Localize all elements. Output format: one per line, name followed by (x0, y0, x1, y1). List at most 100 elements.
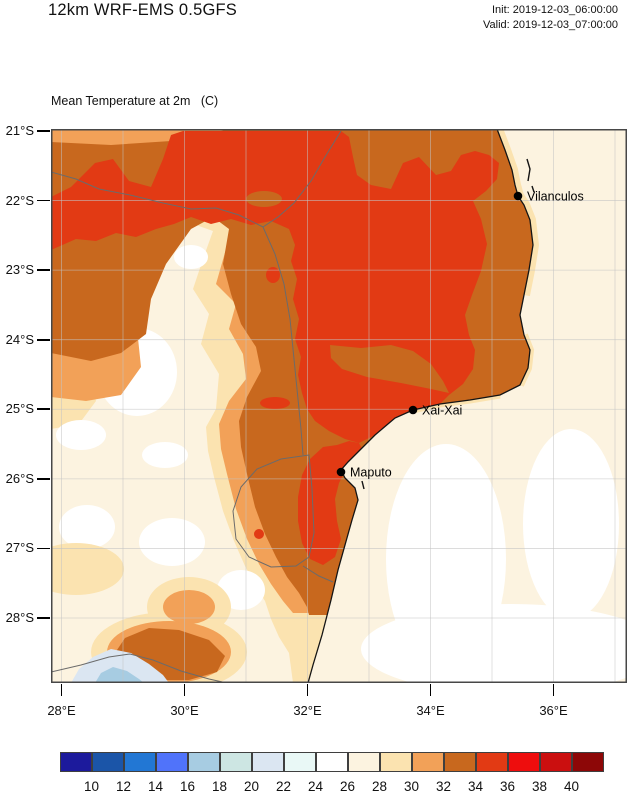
sandy-blob-south (163, 590, 215, 624)
cool-spot-finger (174, 245, 208, 269)
colorbar-cell (507, 752, 540, 772)
red-spot-center (266, 267, 280, 283)
border-limpopo (51, 171, 264, 228)
warm-gap-wedge (330, 345, 449, 393)
colorbar-cell (571, 752, 604, 772)
valid-time-label: Valid: 2019-12-03_07:00:00 (483, 19, 618, 31)
colorbar-tick-label: 24 (307, 779, 324, 794)
border-lesotho-ridge (51, 653, 228, 683)
lon-tick-label: 34°E (416, 703, 445, 718)
colorbar-tick-label: 36 (499, 779, 516, 794)
colorbar-cell (347, 752, 380, 772)
lat-tick-mark (37, 199, 50, 202)
colorbar-cell (283, 752, 316, 772)
colorbar-tick-label: 38 (531, 779, 548, 794)
temperature-contour-map: Vilanculos Xai-Xai Maputo (51, 129, 627, 683)
city-dot-xai-xai (408, 405, 418, 415)
inhaca-spit (361, 480, 365, 490)
colorbar-tick-label: 22 (275, 779, 292, 794)
colorbar-cell (91, 752, 124, 772)
colorbar-cell (379, 752, 412, 772)
colorbar-tick-label: 14 (147, 779, 164, 794)
lon-tick-label: 32°E (293, 703, 322, 718)
colorbar-tick-label: 34 (467, 779, 484, 794)
init-time-label: Init: 2019-12-03_06:00:00 (492, 4, 618, 16)
cool-spot-southwest-1 (59, 505, 115, 549)
tan-sliver-south-coast (289, 616, 317, 672)
city-label-maputo: Maputo (350, 466, 392, 480)
page-title: 12km WRF-EMS 0.5GFS (48, 1, 237, 19)
colorbar-tick-label: 26 (339, 779, 356, 794)
lat-tick-label: 22°S (5, 192, 34, 208)
colorbar-tick-label: 12 (115, 779, 132, 794)
graticule (51, 129, 627, 683)
colorbar-cell (475, 752, 508, 772)
lat-tick-label: 24°S (5, 331, 34, 347)
red-sliver-center (260, 397, 290, 409)
sea-cool-patch-east (523, 429, 619, 619)
lat-tick-label: 25°S (5, 401, 34, 417)
colorbar-cell (315, 752, 348, 772)
city-markers: Vilanculos Xai-Xai Maputo (336, 190, 584, 480)
lon-tick-mark (552, 684, 555, 696)
colorbar-cell (155, 752, 188, 772)
border-mozambique-southafrica (262, 226, 304, 456)
field-label: Mean Temperature at 2m (C) (51, 94, 219, 108)
lon-tick-mark (429, 684, 432, 696)
border-south-stub (302, 565, 334, 583)
colorbar-tick-label: 32 (435, 779, 452, 794)
lat-tick-mark (37, 617, 50, 619)
lat-tick-mark (37, 478, 50, 480)
lon-tick-mark (183, 684, 186, 696)
island-1 (526, 158, 531, 182)
city-label-vilanculos: Vilanculos (527, 190, 584, 204)
lon-tick-mark (306, 684, 309, 696)
colorbar-tick-label: 20 (243, 779, 260, 794)
cool-spot-center (142, 442, 188, 468)
island-2 (531, 185, 535, 193)
lon-tick-mark (60, 684, 63, 696)
colorbar-tick-label: 30 (403, 779, 420, 794)
colorbar-cell (219, 752, 252, 772)
border-eswatini (232, 454, 315, 568)
lat-tick-mark (37, 338, 50, 341)
colorbar-cell (251, 752, 284, 772)
red-spot-eswatini (254, 529, 264, 539)
lon-tick-label: 30°E (170, 703, 199, 718)
cool-spot-west (56, 420, 106, 450)
colorbar-cell (187, 752, 220, 772)
colorbar-cell (539, 752, 572, 772)
cool-spot-southwest-2 (139, 518, 205, 566)
colorbar-tick-label: 10 (83, 779, 100, 794)
border-zimbabwe-mozambique (262, 130, 342, 228)
city-dot-maputo (336, 467, 346, 477)
colorbar-cell (411, 752, 444, 772)
colorbar-tick-label: 16 (179, 779, 196, 794)
sea-cool-patch-south (361, 604, 627, 683)
bazaruto-islands (361, 158, 535, 490)
colorbar-tick-label: 40 (563, 779, 580, 794)
colorbar-cell (123, 752, 156, 772)
brown-island-north (246, 191, 282, 207)
colorbar-cell (443, 752, 476, 772)
cold-patch-drakensberg-inner (95, 667, 144, 683)
lat-tick-label: 27°S (5, 540, 34, 556)
coastline (307, 129, 534, 683)
lat-tick-mark (37, 269, 50, 271)
colorbar-tick-label: 18 (211, 779, 228, 794)
lat-tick-label: 26°S (5, 470, 34, 486)
colorbar-cell (59, 752, 92, 772)
lon-tick-label: 28°E (47, 703, 76, 718)
political-borders (51, 130, 342, 683)
lat-tick-mark (37, 547, 50, 550)
map-plot: Vilanculos Xai-Xai Maputo (51, 129, 627, 683)
run-info: Init: 2019-12-03_06:00:00 Valid: 2019-12… (483, 3, 618, 33)
lat-tick-label: 21°S (5, 123, 34, 138)
lon-tick-label: 36°E (539, 703, 568, 718)
city-label-xai-xai: Xai-Xai (422, 404, 462, 418)
city-dot-vilanculos (513, 191, 523, 201)
colorbar-tick-label: 28 (371, 779, 388, 794)
lat-tick-label: 28°S (5, 609, 34, 625)
cold-patch-drakensberg-outer (71, 649, 169, 683)
